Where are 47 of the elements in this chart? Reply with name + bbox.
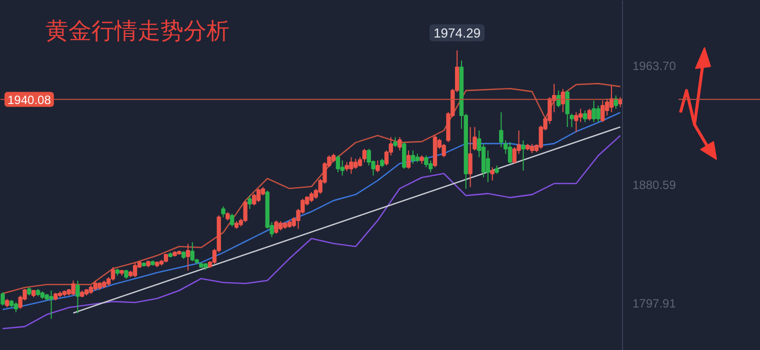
candlestick [309,192,314,203]
y-tick-label: 1963.70 [632,59,676,74]
candlestick [221,206,226,218]
y-tick-label: 1797.91 [632,296,676,310]
candlestick [560,88,566,113]
candlestick [574,112,578,133]
annotation: 1974.29 [434,25,481,40]
candlestick [243,200,248,223]
ref-line-label: 1940.08 [8,92,52,107]
candlestick [587,108,592,122]
line-series [2,82,621,294]
candlestick [424,154,428,168]
candlestick [252,193,256,206]
candlestick [490,166,494,182]
text: 黄金行情走势分析 [46,18,230,44]
candlestick [132,262,138,278]
candlestick [274,220,278,234]
candlestick [486,150,490,183]
candlestick [402,142,406,170]
candlestick [582,110,588,123]
candlestick [398,136,402,151]
line-series [2,112,621,310]
candlestick [600,100,605,123]
candlestick [0,292,5,306]
candlestick [14,302,18,313]
candlestick [358,156,362,167]
candlestick [230,213,234,227]
y-tick-label: 1880.59 [632,178,676,192]
candlestick [521,140,526,171]
candlestick [442,143,446,158]
candlestick [376,160,380,173]
candlestick [336,154,340,173]
candlestick [362,148,367,163]
candlestick [406,150,411,170]
candlestick [530,143,534,154]
candlestick [410,150,416,164]
candlestick [393,136,398,148]
candlestick [76,280,80,314]
candlestick [248,194,252,210]
candlestick [512,146,517,164]
candlestick [256,188,261,203]
candlestick [508,142,512,164]
candlestick [110,266,116,282]
candlestick [186,243,190,272]
candlestick [71,280,76,296]
candlestick [340,160,344,176]
line-series [2,134,621,330]
